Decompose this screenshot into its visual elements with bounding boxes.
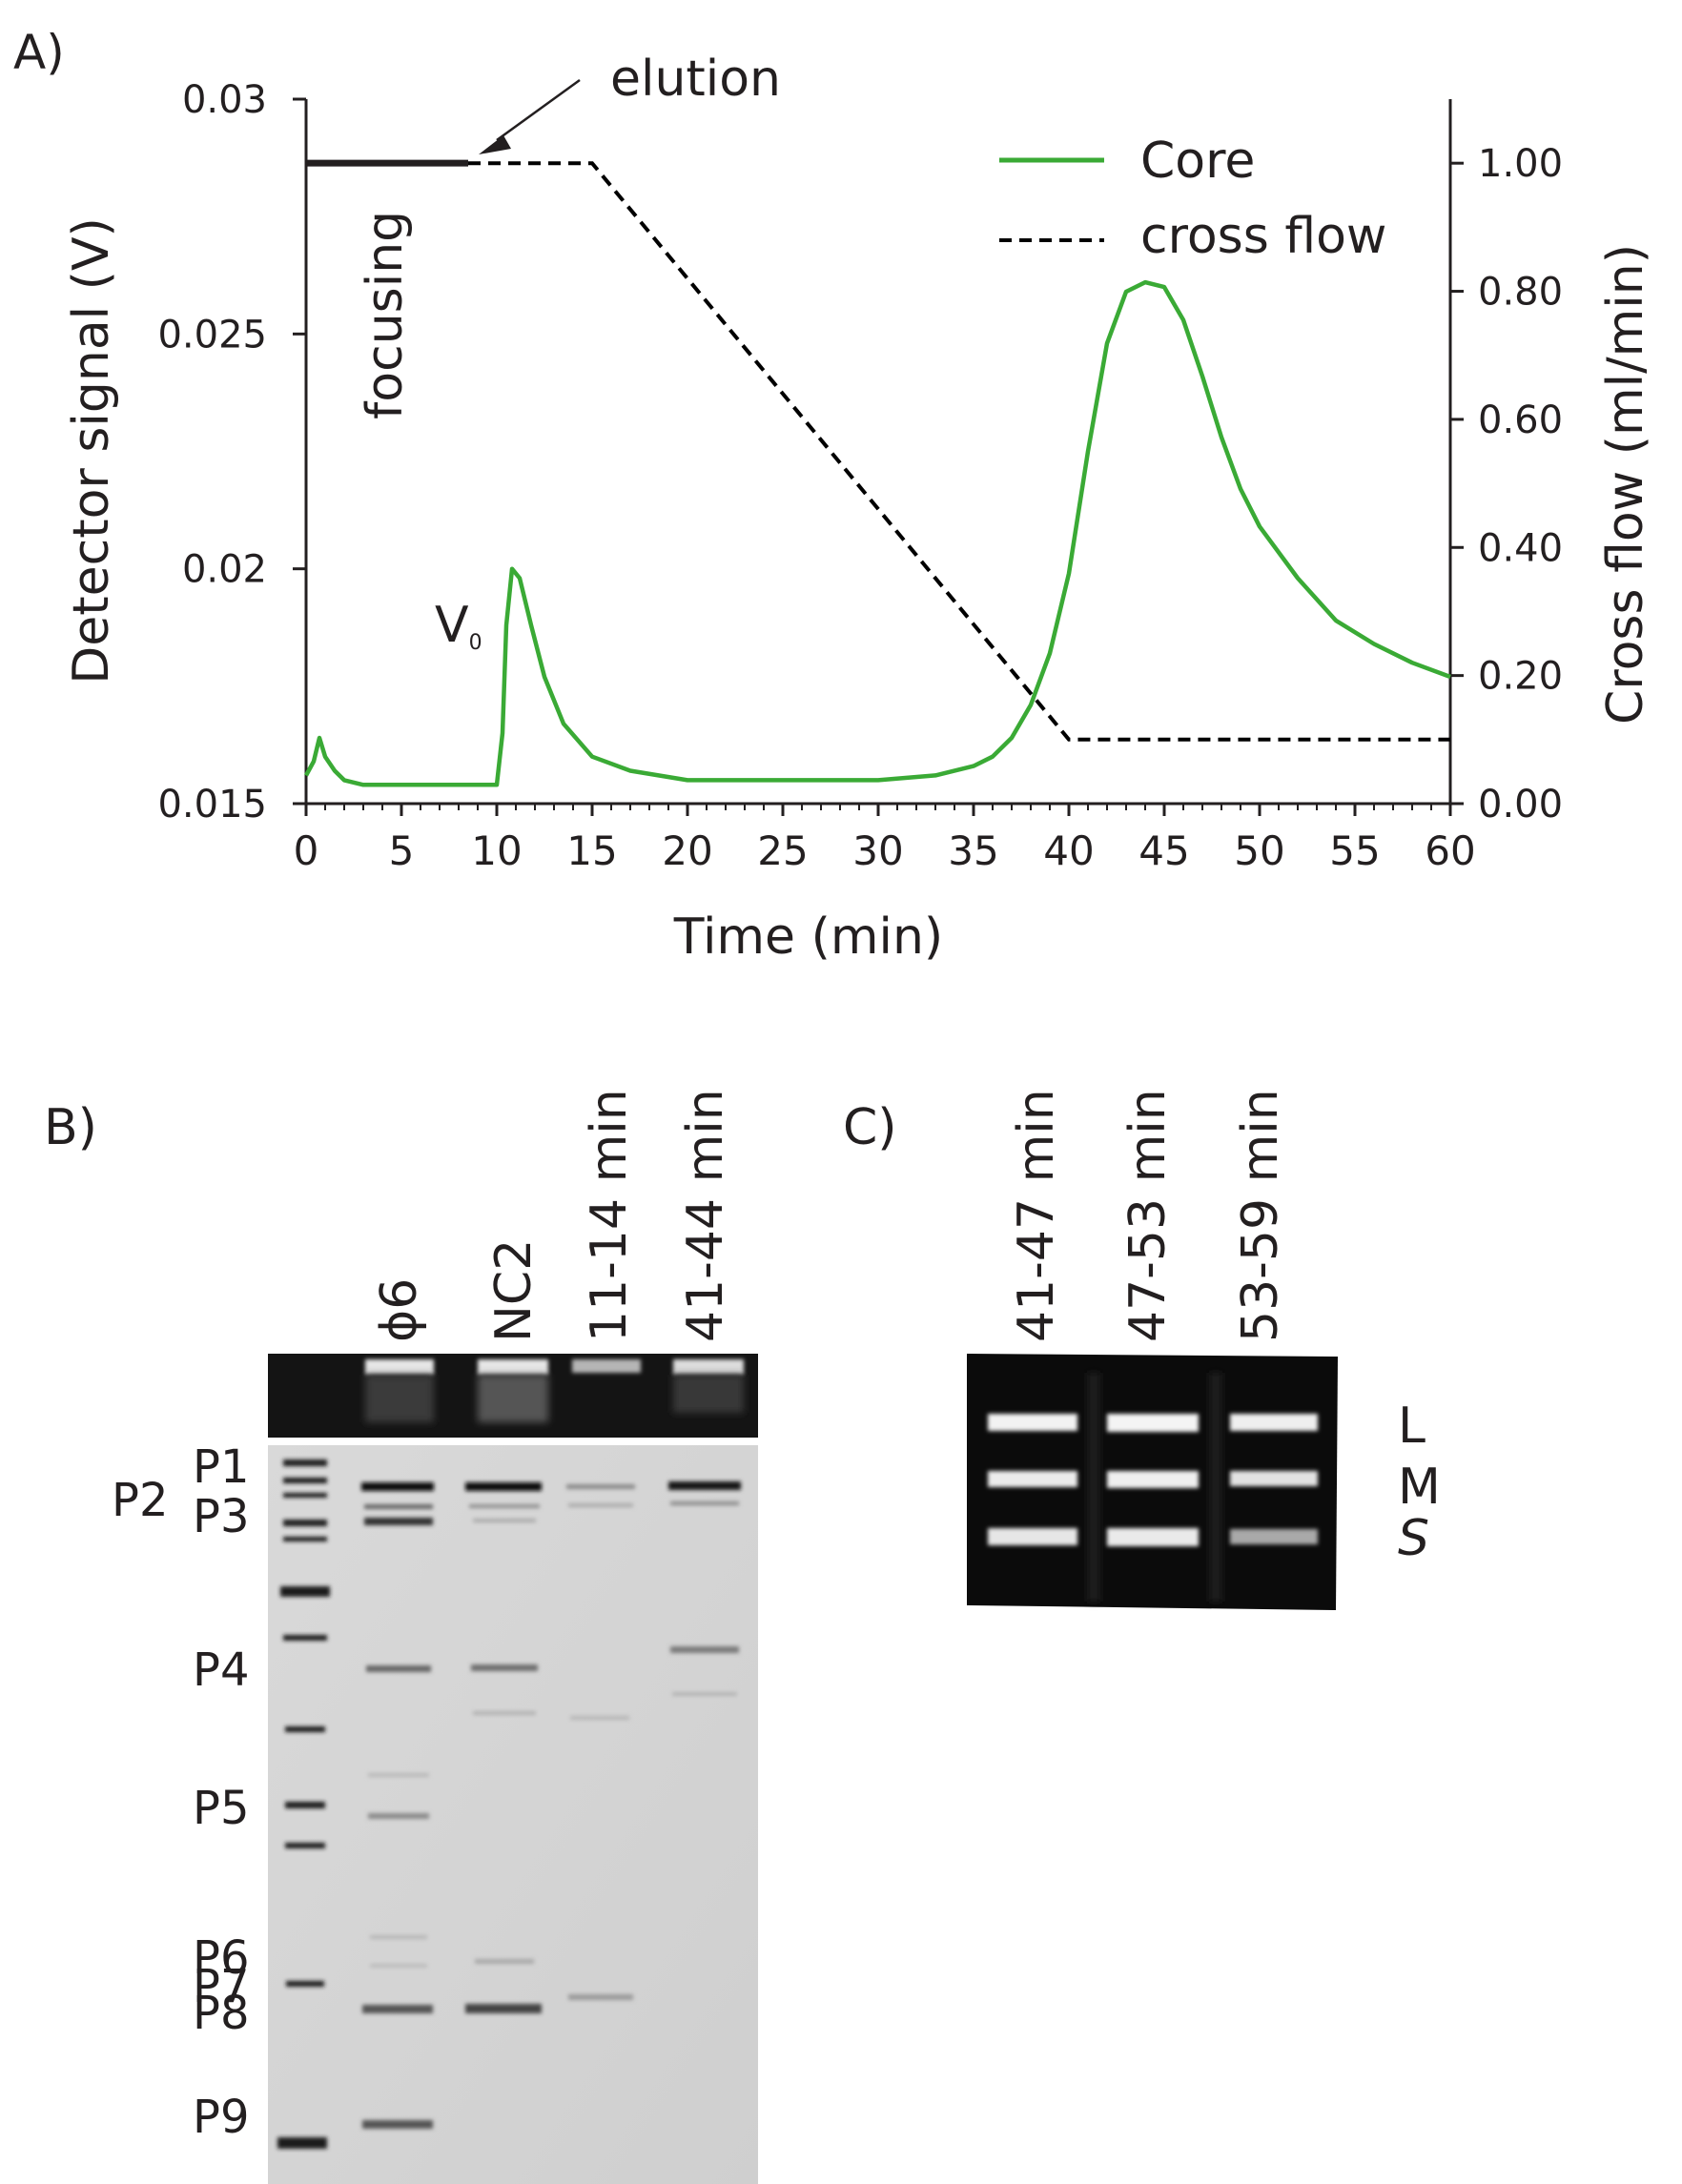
y-left-tick-label: 0.02 (182, 548, 267, 592)
band-label-s: S (1398, 1510, 1429, 1567)
band-label-p5: P5 (193, 1782, 249, 1835)
x-ticks (304, 804, 1452, 816)
series-cross-flow-line (468, 161, 1450, 742)
gel-wells-strip (268, 1354, 758, 1438)
panel-b: B) ϕ6 NC2 11-14 min 41-44 min (44, 1089, 758, 2184)
y-right-tick-label: 0.00 (1478, 783, 1563, 827)
elution-label: elution (610, 51, 781, 108)
lane-label-41-44: 41-44 min (677, 1089, 734, 1342)
series-core-line (304, 279, 1451, 787)
x-tick-label: 0 (294, 827, 319, 874)
band-label-m: M (1398, 1459, 1441, 1516)
band-label-p4: P4 (193, 1643, 249, 1697)
band-label-p9: P9 (193, 2091, 249, 2144)
legend-crossflow-label: cross flow (1140, 208, 1386, 265)
focusing-label: focusing (357, 211, 414, 419)
lane-label-11-14: 11-14 min (581, 1089, 638, 1342)
x-tick-label: 5 (389, 827, 415, 874)
y-right-tick-label: 1.00 (1478, 142, 1563, 186)
band-label-p8: P8 (193, 1987, 249, 2040)
lane-label-47-53: 47-53 min (1119, 1089, 1177, 1342)
y-right-tick-label: 0.60 (1478, 398, 1563, 442)
lane-label-41-47: 41-47 min (1008, 1089, 1065, 1342)
panel-c-label: C) (843, 1099, 897, 1156)
x-tick-label: 40 (1043, 827, 1094, 874)
x-tick-label: 50 (1234, 827, 1284, 874)
elution-arrow (479, 78, 581, 154)
x-tick-label: 25 (757, 827, 808, 874)
protein-gel (268, 1445, 758, 2184)
panel-a-label: A) (13, 25, 65, 80)
y-left-tick-label: 0.025 (157, 313, 267, 357)
x-tick-label: 55 (1329, 827, 1380, 874)
x-tick-label: 35 (948, 827, 998, 874)
legend-core-label: Core (1140, 133, 1255, 190)
lane-label-53-59: 53-59 min (1232, 1089, 1289, 1342)
y-right-axis-title: Cross flow (ml/min) (1597, 244, 1654, 725)
band-label-p3: P3 (193, 1490, 249, 1543)
x-tick-labels: 0 5 10 15 20 25 30 35 40 45 50 55 60 (294, 827, 1476, 874)
x-tick-label: 10 (471, 827, 522, 874)
lane-label-nc2: NC2 (485, 1239, 543, 1342)
y-left-axis-title: Detector signal (V) (63, 217, 120, 684)
band-label-p7: P7 (193, 1960, 249, 2013)
y-right-tick-label: 0.20 (1478, 655, 1563, 699)
panel-c: C) 41-47 min 47-53 min 53-59 min L M S (843, 1089, 1441, 1610)
y-left-ticks: 0.015 0.02 0.025 0.03 (157, 78, 306, 827)
x-tick-label: 60 (1425, 827, 1475, 874)
band-label-p6: P6 (193, 1931, 249, 1985)
x-tick-label: 20 (662, 827, 712, 874)
y-right-ticks: 0.00 0.20 0.40 0.60 0.80 1.00 (1450, 142, 1563, 827)
panel-a: A) 0 5 10 15 20 25 30 35 40 45 50 55 60 0.0150.020.0… (13, 25, 1654, 966)
x-tick-label: 45 (1138, 827, 1189, 874)
x-tick-label: 30 (852, 827, 903, 874)
y-right-tick-label: 0.80 (1478, 271, 1563, 315)
y-left-tick-label: 0.015 (157, 783, 267, 827)
lane-label-phi6: ϕ6 (371, 1278, 428, 1342)
x-tick-label: 15 (566, 827, 617, 874)
panel-b-label: B) (44, 1099, 97, 1156)
y-right-tick-label: 0.40 (1478, 526, 1563, 570)
v0-label: V0 (435, 597, 482, 655)
band-label-p2: P2 (112, 1474, 168, 1527)
legend: Core cross flow (999, 133, 1386, 265)
rna-gel (967, 1354, 1338, 1610)
x-axis-title: Time (min) (673, 908, 943, 966)
band-label-p1: P1 (193, 1440, 249, 1494)
band-label-l: L (1398, 1398, 1426, 1455)
y-left-tick-label: 0.03 (182, 78, 267, 122)
